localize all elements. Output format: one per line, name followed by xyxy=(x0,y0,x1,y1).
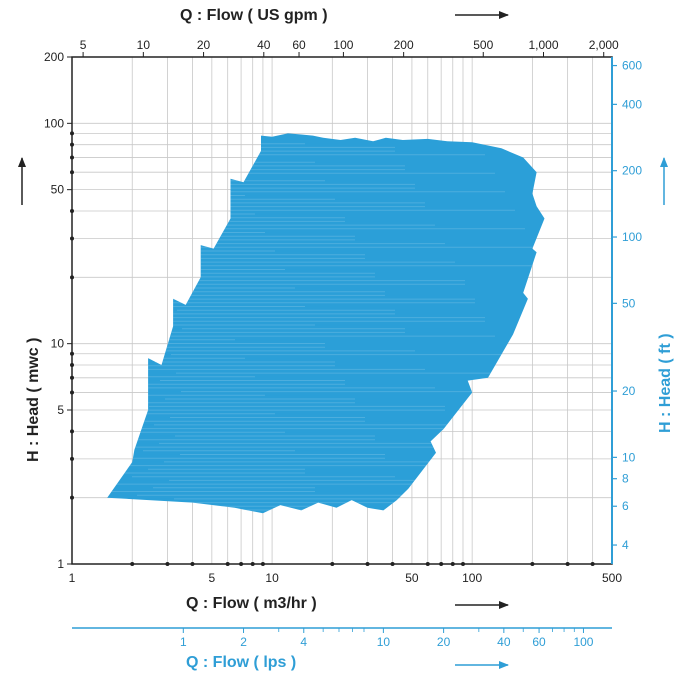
right-tick-label: 400 xyxy=(622,97,642,111)
bottom-tick-dot xyxy=(239,562,244,566)
right-tick-label: 20 xyxy=(622,384,636,398)
right-tick-label: 50 xyxy=(622,296,636,310)
bottom-tick-dot xyxy=(439,562,444,566)
bottom-tick-dot xyxy=(165,562,170,566)
lps-tick-label: 40 xyxy=(497,635,511,649)
right-tick-label: 600 xyxy=(622,59,642,73)
right-tick-label: 4 xyxy=(622,538,629,552)
bottom-tick-dot xyxy=(565,562,570,566)
top-tick-label: 500 xyxy=(473,38,493,52)
right-axis-title: H : Head ( ft ) xyxy=(657,333,674,433)
bottom-tick-label: 50 xyxy=(405,571,419,585)
left-tick-dot xyxy=(70,209,74,214)
right-tick-label: 8 xyxy=(622,472,629,486)
lps-axis-title: Q : Flow ( lps ) xyxy=(186,654,296,671)
top-tick-label: 200 xyxy=(394,38,414,52)
top-tick-label: 60 xyxy=(292,38,306,52)
lps-tick-label: 2 xyxy=(240,635,247,649)
right-tick-label: 100 xyxy=(622,230,642,244)
lps-tick-label: 4 xyxy=(300,635,307,649)
bottom-tick-dot xyxy=(365,562,370,566)
bottom-tick-dot xyxy=(390,562,395,566)
bottom-tick-dot xyxy=(590,562,595,566)
left-tick-dot xyxy=(70,363,74,368)
lps-tick-label: 1 xyxy=(180,635,187,649)
bottom-tick-dot xyxy=(330,562,335,566)
left-tick-dot xyxy=(70,495,74,500)
top-tick-label: 5 xyxy=(80,38,87,52)
bottom-tick-dot xyxy=(225,562,230,566)
left-tick-dot xyxy=(70,236,74,241)
right-tick-label: 6 xyxy=(622,499,629,513)
left-tick-dot xyxy=(70,275,74,280)
top-axis-ticks: 5 10 20 40 60 100 200 500 1,000 2,000 xyxy=(80,38,619,57)
top-tick-label: 100 xyxy=(333,38,353,52)
lps-tick-label: 100 xyxy=(573,635,593,649)
left-tick-label: 1 xyxy=(57,557,64,571)
left-tick-dot xyxy=(70,375,74,380)
bottom-tick-dot xyxy=(130,562,135,566)
left-tick-dot xyxy=(70,170,74,175)
pump-coverage-area xyxy=(107,133,545,514)
left-tick-dot xyxy=(70,351,74,356)
left-tick-label: 5 xyxy=(57,403,64,417)
left-tick-label: 200 xyxy=(44,50,64,64)
lps-axis-ticks: 1 2 4 10 20 40 60 100 xyxy=(180,628,594,649)
left-tick-dot xyxy=(70,155,74,160)
left-tick-dot xyxy=(70,131,74,136)
left-tick-dot xyxy=(70,142,74,147)
top-tick-label: 20 xyxy=(197,38,211,52)
bottom-tick-label: 1 xyxy=(69,571,76,585)
top-tick-label: 1,000 xyxy=(528,38,558,52)
bottom-axis-ticks: 1 5 10 50 100 500 xyxy=(69,562,622,585)
bottom-axis-title: Q : Flow ( m3/hr ) xyxy=(186,595,317,612)
bottom-tick-dot xyxy=(530,562,535,566)
bottom-tick-label: 100 xyxy=(462,571,482,585)
lps-tick-label: 20 xyxy=(437,635,451,649)
right-tick-label: 10 xyxy=(622,450,636,464)
right-axis-ticks: 4 6 8 10 20 50 100 200 400 600 xyxy=(612,59,642,552)
left-axis-title: H : Head ( mwc ) xyxy=(25,338,42,462)
bottom-tick-dot xyxy=(460,562,465,566)
bottom-tick-dot xyxy=(425,562,430,566)
top-tick-label: 2,000 xyxy=(589,38,619,52)
left-axis-ticks: 1 5 10 50 100 200 xyxy=(44,50,74,571)
right-tick-label: 200 xyxy=(622,164,642,178)
left-tick-dot xyxy=(70,456,74,461)
bottom-tick-dot xyxy=(190,562,195,566)
top-axis-title: Q : Flow ( US gpm ) xyxy=(180,7,328,24)
left-tick-label: 10 xyxy=(51,337,65,351)
left-tick-dot xyxy=(70,390,74,395)
lps-tick-label: 60 xyxy=(532,635,546,649)
bottom-tick-label: 500 xyxy=(602,571,622,585)
lps-tick-label: 10 xyxy=(377,635,391,649)
bottom-tick-dot xyxy=(260,562,265,566)
left-tick-label: 100 xyxy=(44,116,64,130)
bottom-tick-label: 10 xyxy=(265,571,279,585)
top-tick-label: 40 xyxy=(257,38,271,52)
bottom-tick-dot xyxy=(450,562,455,566)
left-tick-label: 50 xyxy=(51,183,65,197)
bottom-tick-dot xyxy=(250,562,255,566)
bottom-tick-label: 5 xyxy=(209,571,216,585)
top-tick-label: 10 xyxy=(137,38,151,52)
left-tick-dot xyxy=(70,429,74,434)
